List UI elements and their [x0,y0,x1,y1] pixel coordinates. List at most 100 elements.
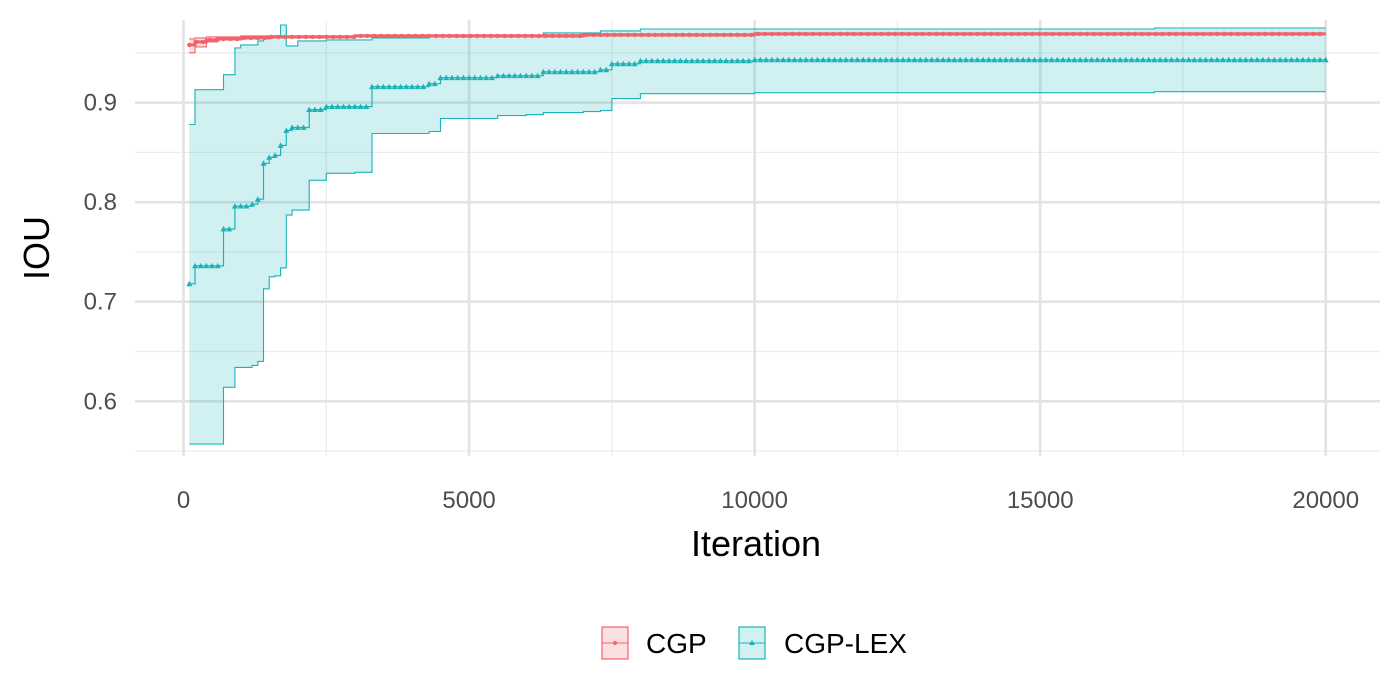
band-cgp-lex [189,25,1326,445]
point-cgp-lex [437,74,444,81]
point-cgp-lex [329,103,335,109]
point-cgp-lex [586,68,592,75]
point-cgp [1242,31,1247,37]
point-cgp [749,32,754,38]
point-cgp-lex [420,83,427,90]
point-cgp-lex [203,262,210,269]
point-cgp-lex [854,56,861,63]
point-cgp-lex [1288,56,1295,63]
point-cgp [351,34,356,40]
point-cgp-lex [386,83,393,90]
point-cgp-lex [311,106,318,112]
point-cgp-lex [1117,56,1124,63]
point-cgp [755,31,761,37]
point-cgp-lex [192,262,198,269]
point-cgp [707,32,713,38]
point-cgp [413,33,418,39]
point-cgp-lex [825,56,832,63]
point-cgp [1201,31,1206,37]
point-cgp [522,33,528,39]
point-cgp-lex [745,57,752,64]
point-cgp-lex [1060,56,1066,63]
point-cgp-lex [1111,56,1118,63]
legend-item-cgp-lex[interactable]: CGP-LEX [738,626,907,660]
legend-key-marker-cgp-lex [749,640,755,645]
point-cgp [358,33,363,39]
point-cgp [440,33,445,39]
x-tick-label: 10000 [721,487,788,514]
point-cgp-lex [791,56,798,63]
point-cgp-lex [654,57,661,64]
point-cgp-lex [363,103,370,109]
point-cgp [899,31,905,37]
point-cgp-lex [1271,56,1278,63]
point-cgp [550,33,555,39]
point-cgp-lex [1242,56,1249,63]
y-tick-label: 0.6 [84,388,117,415]
point-cgp [1112,31,1117,37]
point-cgp-lex [1231,56,1238,63]
point-cgp-lex [1094,56,1101,63]
point-cgp [598,32,603,38]
point-cgp-lex [626,60,632,67]
point-cgp [317,34,322,40]
point-cgp-lex [466,74,473,81]
point-cgp [1009,31,1014,37]
point-cgp-lex [785,56,792,63]
point-cgp-lex [608,60,615,67]
point-cgp-lex [1157,56,1164,63]
point-cgp [920,31,925,37]
point-cgp [461,33,466,39]
point-cgp-lex [757,56,764,63]
point-cgp [193,39,199,45]
point-cgp [488,33,493,39]
point-cgp [940,31,946,37]
point-cgp [399,33,404,39]
point-cgp [516,33,521,39]
point-cgp [1311,31,1316,37]
point-cgp-lex [334,103,341,109]
point-cgp [687,32,692,38]
point-cgp-lex [551,68,558,75]
point-cgp-lex [511,72,518,79]
point-cgp-lex [374,83,381,90]
point-cgp [289,34,295,40]
point-cgp [1317,31,1323,37]
point-cgp-lex [1151,56,1158,63]
confidence-bands [189,25,1326,445]
point-cgp-lex [591,68,598,75]
point-cgp-lex [877,56,884,63]
point-cgp-lex [740,57,747,64]
point-cgp [187,42,192,48]
point-cgp [331,34,336,40]
point-cgp-lex [294,124,301,130]
point-cgp-lex [603,66,610,73]
point-cgp-lex [563,68,570,75]
point-cgp-lex [631,60,638,67]
point-cgp-lex [540,68,547,75]
point-cgp-lex [1214,56,1221,63]
legend-item-cgp[interactable]: CGP [601,626,707,660]
point-cgp-lex [431,80,438,87]
point-cgp-lex [426,80,433,87]
point-cgp-lex [974,56,981,63]
point-cgp-lex [500,72,507,79]
point-cgp [392,33,398,39]
point-cgp-lex [289,124,296,130]
point-cgp [982,31,987,37]
point-cgp [639,32,644,38]
point-cgp [303,34,308,40]
point-cgp-lex [1322,56,1329,63]
point-cgp-lex [723,57,730,64]
point-cgp [570,33,576,39]
point-cgp [1187,31,1193,37]
point-cgp-lex [1100,56,1106,63]
point-cgp-lex [751,56,758,63]
point-cgp [1071,31,1076,37]
point-cgp [1297,31,1302,37]
point-cgp [612,32,617,38]
point-cgp-lex [1008,56,1015,63]
point-cgp [817,31,822,37]
point-cgp-lex [1002,56,1009,63]
point-cgp [228,36,233,42]
